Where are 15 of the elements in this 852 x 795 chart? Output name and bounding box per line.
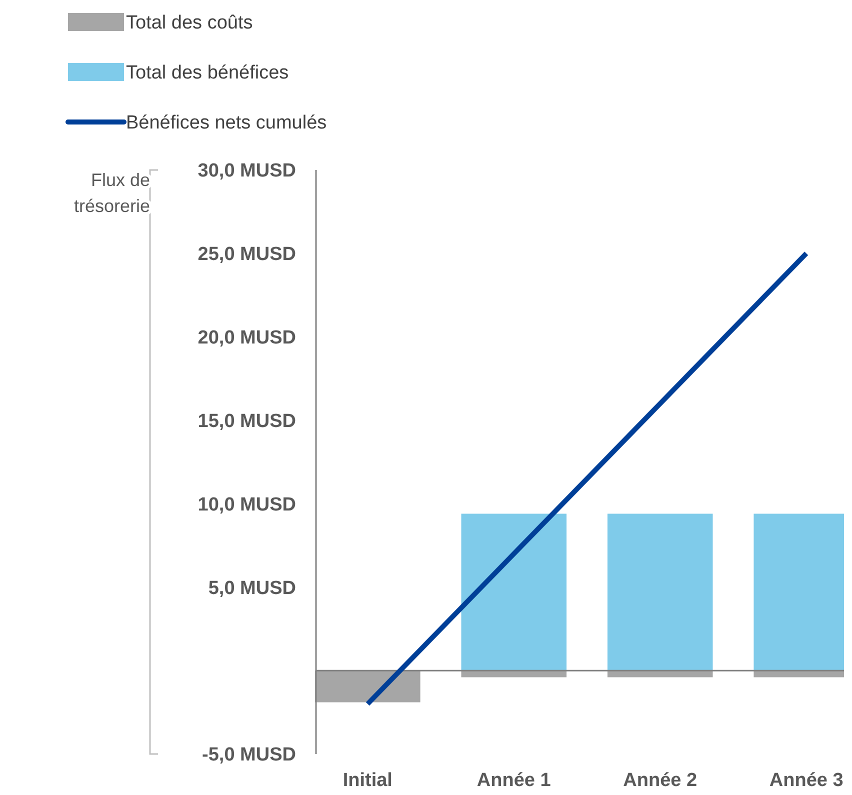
y-tick-label: 10,0 MUSD [198, 494, 296, 516]
y-tick-label: 5,0 MUSD [208, 578, 296, 599]
x-tick-label: Initial [342, 770, 392, 791]
y-tick-label: 25,0 MUSD [198, 244, 296, 266]
legend-label: Total des coûts [126, 12, 253, 34]
y-axis-title: Flux de trésorerie [74, 170, 150, 216]
x-tick-label: Année 3 [769, 770, 844, 791]
y-tick-label: 15,0 MUSD [198, 410, 296, 432]
y-tick-label: -5,0 MUSD [202, 744, 296, 766]
x-tick-label: Année 2 [623, 770, 698, 791]
y-tick-label: 30,0 MUSD [198, 160, 296, 182]
y-tick-label: 20,0 MUSD [198, 328, 296, 349]
x-tick-label: Année 1 [476, 770, 552, 791]
legend-label: Bénéfices nets cumulés [126, 112, 327, 134]
legend-label: Total des bénéfices [126, 62, 289, 84]
